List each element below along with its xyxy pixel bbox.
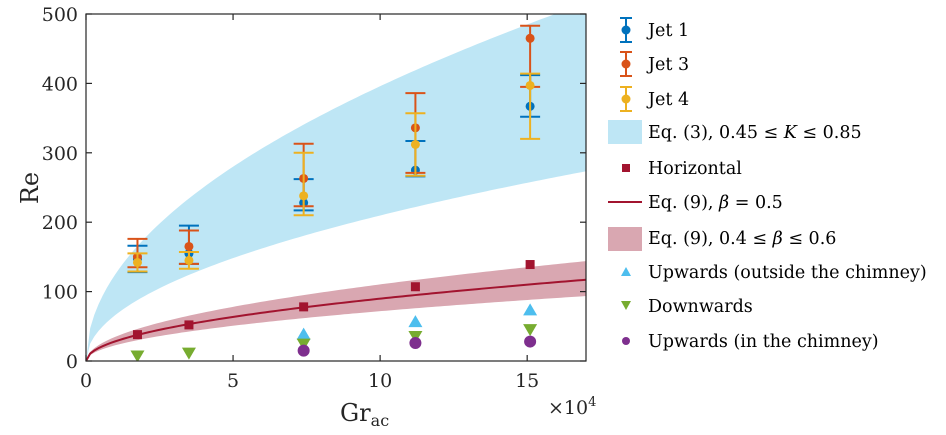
legend-swatch-eq3: [608, 120, 642, 144]
legend-item-upwards-outside: Upwards (outside the chimney): [621, 263, 927, 283]
legend-label-downwards: Downwards: [648, 297, 753, 317]
legend-item-downwards: Downwards: [621, 297, 753, 317]
legend-item-jet4: Jet 4: [620, 86, 689, 112]
x-tick-label: 15: [515, 370, 539, 392]
point-jet-3: [184, 241, 194, 251]
point-upwards-outside-the-chimney: [408, 315, 423, 328]
legend-label-jet4: Jet 4: [646, 90, 689, 110]
legend-marker-downwards: [621, 301, 631, 310]
y-tick-label: 300: [42, 143, 78, 165]
x-axis-multiplier: ×104: [548, 395, 596, 419]
legend: Jet 1 Jet 3 Jet 4 Eq. (3), 0.45 ≤ K ≤ 0.…: [608, 17, 927, 352]
legend-label-eq9-line: Eq. (9), β = 0.5: [648, 193, 783, 213]
legend-label-jet1: Jet 1: [646, 21, 689, 41]
y-tick-label: 500: [42, 4, 78, 26]
band-eq3: [86, 14, 586, 361]
point-horizontal: [410, 282, 420, 292]
point-jet-3: [525, 33, 535, 43]
legend-marker-jet3: [621, 59, 631, 69]
legend-item-jet1: Jet 1: [620, 17, 689, 43]
legend-label-eq3: Eq. (3), 0.45 ≤ K ≤ 0.85: [648, 123, 862, 143]
point-horizontal: [184, 320, 194, 330]
y-tick-label: 100: [42, 282, 78, 304]
y-tick-label: 0: [66, 351, 78, 373]
point-upwards-outside-the-chimney: [523, 303, 538, 316]
point-upwards-in-the-chimney: [409, 336, 422, 349]
point-horizontal: [299, 302, 309, 312]
x-axis-label-sub: ac: [371, 411, 390, 430]
legend-label-upwards-chimney: Upwards (in the chimney): [648, 332, 879, 352]
legend-item-eq9-line: Eq. (9), β = 0.5: [608, 193, 783, 213]
legend-marker-upwards-chimney: [622, 337, 630, 345]
point-downwards: [523, 324, 538, 337]
point-jet-4: [184, 255, 194, 265]
y-tick-label: 200: [42, 212, 78, 234]
band-eq9: [86, 261, 586, 361]
point-downwards: [130, 350, 145, 361]
legend-marker-horizontal: [622, 164, 630, 172]
x-tick-label: 0: [80, 370, 92, 392]
point-jet-4: [132, 257, 142, 267]
point-jet-4: [410, 139, 420, 149]
axes-box: [85, 13, 587, 362]
legend-label-upwards-outside: Upwards (outside the chimney): [648, 263, 927, 283]
point-jet-4: [299, 191, 309, 201]
legend-item-horizontal: Horizontal: [622, 159, 742, 179]
point-horizontal: [132, 330, 142, 340]
legend-marker-upwards-outside: [621, 267, 631, 276]
plot-clipped: [86, 14, 586, 361]
x-axis-multiplier-exp: 4: [588, 395, 596, 410]
plot-area: [86, 14, 586, 361]
legend-label-jet3: Jet 3: [646, 55, 689, 75]
x-axis-label: Grac: [340, 399, 389, 430]
curve-eq9-beta: [86, 278, 586, 361]
legend-marker-jet1: [621, 25, 631, 35]
legend-marker-jet4: [621, 94, 631, 104]
y-tick-label: 400: [42, 73, 78, 95]
point-upwards-in-the-chimney: [297, 344, 310, 357]
legend-item-eq3-band: Eq. (3), 0.45 ≤ K ≤ 0.85: [608, 120, 862, 144]
legend-label-horizontal: Horizontal: [648, 159, 742, 179]
y-axis-label: Re: [16, 172, 44, 204]
x-axis-label-main: Gr: [340, 399, 371, 427]
legend-item-eq9-band: Eq. (9), 0.4 ≤ β ≤ 0.6: [608, 227, 836, 251]
legend-label-eq9-band: Eq. (9), 0.4 ≤ β ≤ 0.6: [648, 229, 836, 249]
point-horizontal: [525, 260, 535, 270]
axes: 0 5 10 15 0 100 200 300 400 500: [42, 4, 587, 392]
point-downwards: [181, 347, 196, 360]
point-upwards-in-the-chimney: [524, 335, 537, 348]
point-upwards-outside-the-chimney: [296, 327, 311, 340]
legend-item-jet3: Jet 3: [620, 51, 689, 77]
x-tick-label: 5: [227, 370, 239, 392]
point-jet-4: [525, 80, 535, 90]
x-axis-multiplier-base: ×10: [548, 397, 588, 419]
legend-swatch-eq9: [608, 227, 642, 251]
legend-item-upwards-chimney: Upwards (in the chimney): [622, 332, 879, 352]
x-tick-label: 10: [368, 370, 392, 392]
